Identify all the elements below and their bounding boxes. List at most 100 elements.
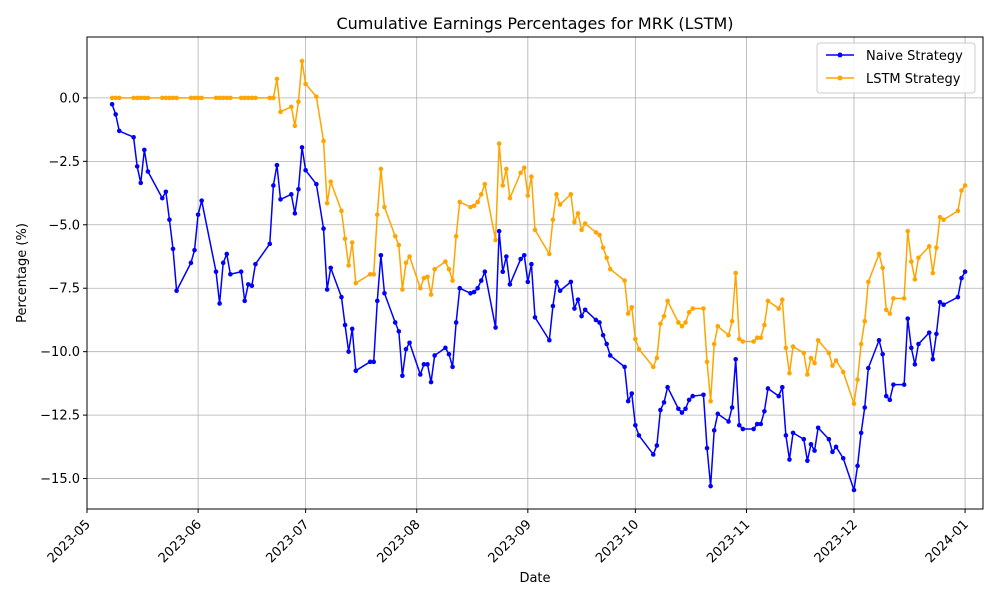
data-point bbox=[167, 217, 172, 223]
data-point bbox=[288, 192, 294, 197]
data-point bbox=[547, 251, 552, 257]
data-point bbox=[905, 228, 911, 234]
data-point bbox=[833, 358, 839, 363]
data-point bbox=[478, 278, 484, 283]
data-point bbox=[245, 95, 251, 101]
data-point bbox=[342, 322, 348, 328]
data-point bbox=[453, 233, 459, 239]
data-point bbox=[324, 287, 330, 292]
data-point bbox=[726, 419, 731, 424]
data-point bbox=[866, 365, 871, 371]
data-point bbox=[851, 487, 857, 493]
data-point bbox=[783, 433, 789, 438]
data-point bbox=[378, 166, 384, 172]
data-point bbox=[468, 204, 473, 210]
data-point bbox=[622, 364, 627, 370]
data-point bbox=[625, 311, 631, 316]
x-tick-label: 2023-11 bbox=[704, 517, 753, 566]
data-point bbox=[729, 318, 735, 324]
data-point bbox=[812, 448, 817, 453]
data-point bbox=[192, 95, 197, 101]
data-point bbox=[482, 269, 488, 275]
data-point bbox=[762, 409, 767, 414]
data-point bbox=[862, 405, 868, 410]
data-point bbox=[131, 95, 136, 101]
data-point bbox=[432, 353, 437, 358]
data-point bbox=[790, 344, 796, 349]
data-point bbox=[159, 95, 165, 101]
data-point bbox=[116, 95, 122, 101]
data-point bbox=[521, 252, 527, 258]
data-point bbox=[213, 269, 219, 275]
data-point bbox=[224, 251, 230, 257]
data-point bbox=[887, 397, 893, 403]
data-point bbox=[826, 436, 832, 442]
data-point bbox=[271, 95, 276, 101]
data-point bbox=[392, 320, 398, 325]
data-point bbox=[887, 311, 893, 316]
data-point bbox=[407, 254, 412, 259]
x-tick-label: 2023-09 bbox=[486, 517, 535, 566]
data-point bbox=[443, 259, 448, 264]
data-point bbox=[572, 219, 577, 225]
data-point bbox=[758, 421, 764, 427]
data-point bbox=[941, 217, 946, 223]
data-point bbox=[912, 362, 918, 367]
data-point bbox=[715, 323, 721, 329]
data-point bbox=[633, 336, 638, 342]
x-tick-label: 2023-08 bbox=[375, 517, 424, 566]
data-point bbox=[579, 313, 584, 319]
data-point bbox=[751, 339, 756, 344]
data-point bbox=[478, 192, 484, 197]
data-point bbox=[521, 165, 527, 170]
data-point bbox=[934, 245, 939, 250]
data-point bbox=[443, 345, 448, 351]
data-point bbox=[321, 138, 326, 144]
data-point bbox=[679, 323, 685, 329]
data-point bbox=[432, 266, 437, 272]
data-point bbox=[686, 397, 692, 403]
data-point bbox=[428, 292, 434, 297]
data-point bbox=[593, 317, 599, 323]
data-point bbox=[679, 410, 685, 415]
data-point bbox=[299, 58, 305, 64]
data-point bbox=[701, 392, 706, 398]
data-point bbox=[249, 95, 255, 101]
data-point bbox=[597, 232, 602, 238]
data-point bbox=[475, 285, 480, 291]
data-point bbox=[382, 291, 387, 296]
y-axis-label: Percentage (%) bbox=[15, 223, 30, 323]
legend-label-naive: Naive Strategy bbox=[866, 49, 963, 64]
data-point bbox=[787, 457, 792, 462]
series-layer bbox=[109, 58, 968, 493]
data-point bbox=[959, 188, 964, 193]
data-point bbox=[833, 444, 839, 450]
series-0 bbox=[109, 101, 968, 493]
data-point bbox=[500, 269, 506, 275]
data-point bbox=[188, 95, 194, 101]
data-point bbox=[858, 430, 864, 436]
data-point bbox=[371, 271, 377, 277]
data-point bbox=[532, 227, 538, 233]
data-point bbox=[790, 430, 796, 436]
data-point bbox=[866, 279, 871, 285]
data-point bbox=[296, 99, 301, 105]
data-point bbox=[346, 349, 351, 354]
data-point bbox=[765, 298, 771, 304]
data-point bbox=[174, 288, 179, 294]
data-point bbox=[450, 364, 455, 370]
data-point bbox=[780, 297, 785, 302]
data-point bbox=[733, 356, 738, 362]
plot-area bbox=[87, 37, 983, 509]
data-point bbox=[446, 266, 452, 272]
data-point bbox=[242, 95, 247, 101]
data-point bbox=[274, 162, 280, 168]
data-point bbox=[776, 306, 782, 311]
data-point bbox=[145, 95, 151, 101]
data-point bbox=[593, 230, 599, 235]
data-point bbox=[421, 362, 427, 367]
data-point bbox=[238, 269, 244, 275]
data-point bbox=[654, 443, 660, 448]
data-point bbox=[382, 204, 387, 210]
